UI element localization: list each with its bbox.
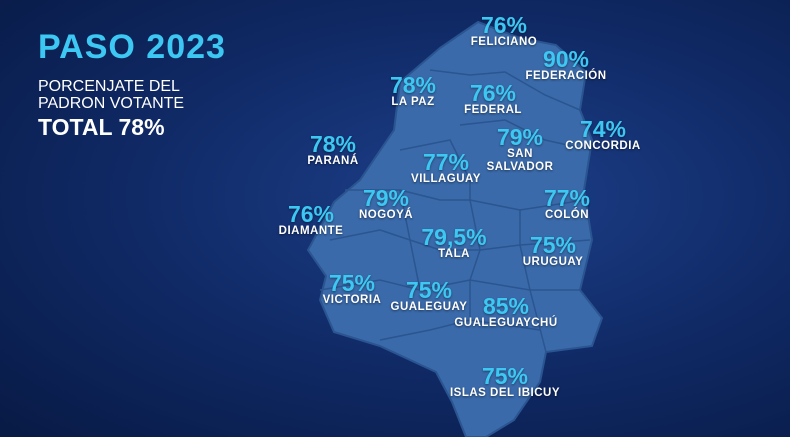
- region-label: 79% SAN SALVADOR: [485, 126, 555, 174]
- region-label: 75% ISLAS DEL IBICUY: [450, 365, 560, 400]
- border: [459, 119, 591, 151]
- region-value: 79%: [496, 124, 544, 150]
- region-name: NOGOYÁ: [358, 209, 414, 221]
- border: [345, 189, 470, 201]
- region-value: 76%: [480, 12, 528, 38]
- region-name: DIAMANTE: [278, 225, 344, 237]
- region-label: 77% COLÓN: [544, 187, 590, 222]
- border: [379, 319, 541, 341]
- region-name: FEDERACIÓN: [525, 70, 607, 82]
- region-label: 90% FEDERACIÓN: [525, 48, 606, 83]
- region-label: 74% CONCORDIA: [565, 118, 640, 153]
- region-value: 78%: [309, 131, 357, 157]
- region-value: 76%: [287, 201, 335, 227]
- region-name: GUALEGUAYCHÚ: [454, 317, 558, 329]
- region-value: 75%: [405, 277, 453, 303]
- border: [429, 69, 581, 111]
- region-label: 75% GUALEGUAY: [391, 279, 468, 314]
- region-label: 76% FEDERAL: [464, 82, 522, 117]
- region-name: LA PAZ: [391, 96, 435, 108]
- title: PASO 2023: [38, 28, 226, 66]
- region-value: 74%: [579, 116, 627, 142]
- region-value: 79,5%: [421, 224, 487, 250]
- border: [399, 189, 421, 291]
- subtitle: PORCENJATE DEL: [38, 78, 180, 95]
- border: [519, 210, 547, 353]
- region-name: FEDERAL: [464, 104, 522, 116]
- border: [319, 279, 580, 291]
- region-value: 75%: [481, 363, 529, 389]
- region-label: 76% DIAMANTE: [279, 203, 344, 238]
- region-value: 85%: [482, 293, 530, 319]
- region-label: 79,5% TALA: [421, 226, 486, 261]
- region-name: VICTORIA: [322, 294, 382, 306]
- region-name: GUALEGUAY: [390, 301, 468, 313]
- region-name: PARANÁ: [307, 155, 359, 167]
- region-label: 75% VICTORIA: [323, 272, 382, 307]
- region-value: 77%: [422, 149, 470, 175]
- region-value: 75%: [328, 270, 376, 296]
- region-name: CONCORDIA: [565, 140, 641, 152]
- region-value: 75%: [529, 232, 577, 258]
- region-label: 78% PARANÁ: [307, 133, 358, 168]
- region-label: 79% NOGOYÁ: [359, 187, 413, 222]
- region-name: VILLAGUAY: [411, 173, 481, 185]
- region-label: 75% URUGUAY: [523, 234, 584, 269]
- province-shape: [306, 20, 604, 437]
- department-borders: [319, 69, 591, 353]
- region-value: 77%: [543, 185, 591, 211]
- region-label: 76% FELICIANO: [471, 14, 537, 49]
- region-name: ISLAS DEL IBICUY: [449, 387, 561, 399]
- region-label: 78% LA PAZ: [390, 74, 436, 109]
- region-name: URUGUAY: [522, 256, 584, 268]
- region-value: 78%: [389, 72, 437, 98]
- region-label: 85% GUALEGUAYCHÚ: [454, 295, 557, 330]
- region-value: 79%: [362, 185, 410, 211]
- region-name: TALA: [438, 248, 470, 260]
- border: [469, 199, 481, 320]
- region-value: 76%: [469, 80, 517, 106]
- subtitle: PADRON VOTANTE: [38, 95, 185, 112]
- region-name: SAN SALVADOR: [486, 148, 554, 173]
- region-label: 77% VILLAGUAY: [411, 151, 481, 186]
- region-value: 90%: [542, 46, 590, 72]
- border: [399, 139, 586, 211]
- total: TOTAL 78%: [38, 114, 165, 140]
- region-name: FELICIANO: [470, 36, 538, 48]
- region-name: COLÓN: [544, 209, 590, 221]
